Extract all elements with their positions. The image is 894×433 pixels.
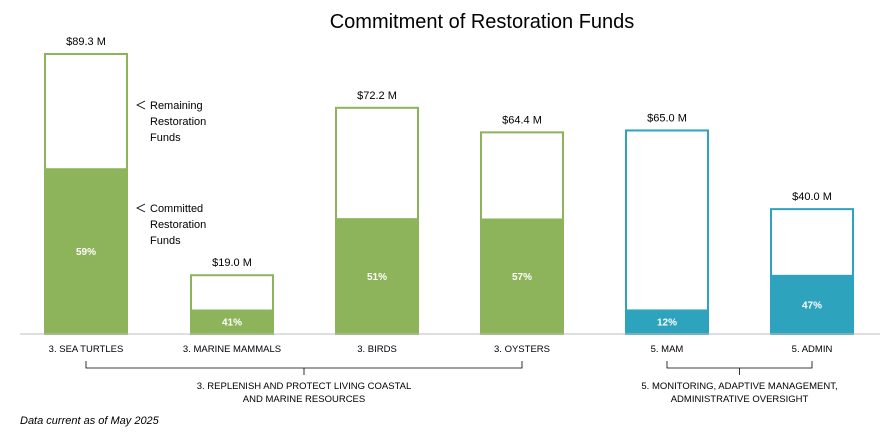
pct-label-3-oysters: 57% [512,272,532,283]
pct-label-3-marine-mammals: 41% [222,318,242,329]
legend-pointer-remaining-icon [136,100,146,110]
legend-committed-line-1: Committed [150,203,203,215]
pct-label-5-mam: 12% [657,318,677,329]
total-label-3-oysters: $64.4 M [502,114,542,126]
category-label-3-sea-turtles: 3. SEA TURTLES [49,344,124,355]
group-bracket-2 [666,361,813,375]
total-label-3-marine-mammals: $19.0 M [212,257,252,269]
bar-committed-3-oysters [480,218,564,334]
total-label-3-birds: $72.2 M [357,90,397,102]
category-label-3-marine-mammals: 3. MARINE MAMMALS [183,344,281,355]
legend-remaining-line-2: Restoration [150,116,206,128]
category-labels: 3. SEA TURTLES 3. MARINE MAMMALS 3. BIRDS 3… [49,344,833,355]
category-label-3-oysters: 3. OYSTERS [494,344,550,355]
legend-remaining-line-1: Remaining [150,100,203,112]
bar-committed-5-mam [625,309,709,334]
footnote: Data current as of May 2025 [20,415,160,427]
pct-label-5-admin: 47% [802,300,822,311]
group-label-1-line-2: AND MARINE RESOURCES [243,394,365,405]
group-label-1-line-1: 3. REPLENISH AND PROTECT LIVING COASTAL [197,381,412,392]
group-label-2-line-2: ADMINISTRATIVE OVERSIGHT [671,394,809,405]
legend-remaining-line-3: Funds [150,132,181,144]
category-label-5-mam: 5. MAM [651,344,684,355]
bars: $89.3 M 59% $19.0 M 41% $72.2 M 51% $64.4 M 57%… [44,36,854,336]
total-label-5-mam: $65.0 M [647,112,687,124]
category-label-5-admin: 5. ADMIN [792,344,833,355]
legend: Remaining Restoration Funds Committed Restor… [136,100,206,247]
bar-committed-3-birds [335,218,419,334]
group-label-2-line-1: 5. MONITORING, ADAPTIVE MANAGEMENT, [641,381,837,392]
pct-label-3-sea-turtles: 59% [76,247,96,258]
bar-total-5-mam [625,129,709,335]
legend-committed-line-2: Restoration [150,219,206,231]
bar-committed-3-marine-mammals [190,309,274,334]
total-label-5-admin: $40.0 M [792,191,832,203]
bar-committed-3-sea-turtles [44,168,128,334]
legend-committed-line-3: Funds [150,235,181,247]
pct-label-3-birds: 51% [367,272,387,283]
category-label-3-birds: 3. BIRDS [357,344,397,355]
legend-pointer-committed-icon [136,203,146,213]
total-label-3-sea-turtles: $89.3 M [66,36,106,48]
bar-committed-5-admin [770,274,854,334]
group-brackets: 3. REPLENISH AND PROTECT LIVING COASTAL A… [85,361,838,405]
group-bracket-1 [85,361,523,375]
chart-title: Commitment of Restoration Funds [330,11,635,33]
